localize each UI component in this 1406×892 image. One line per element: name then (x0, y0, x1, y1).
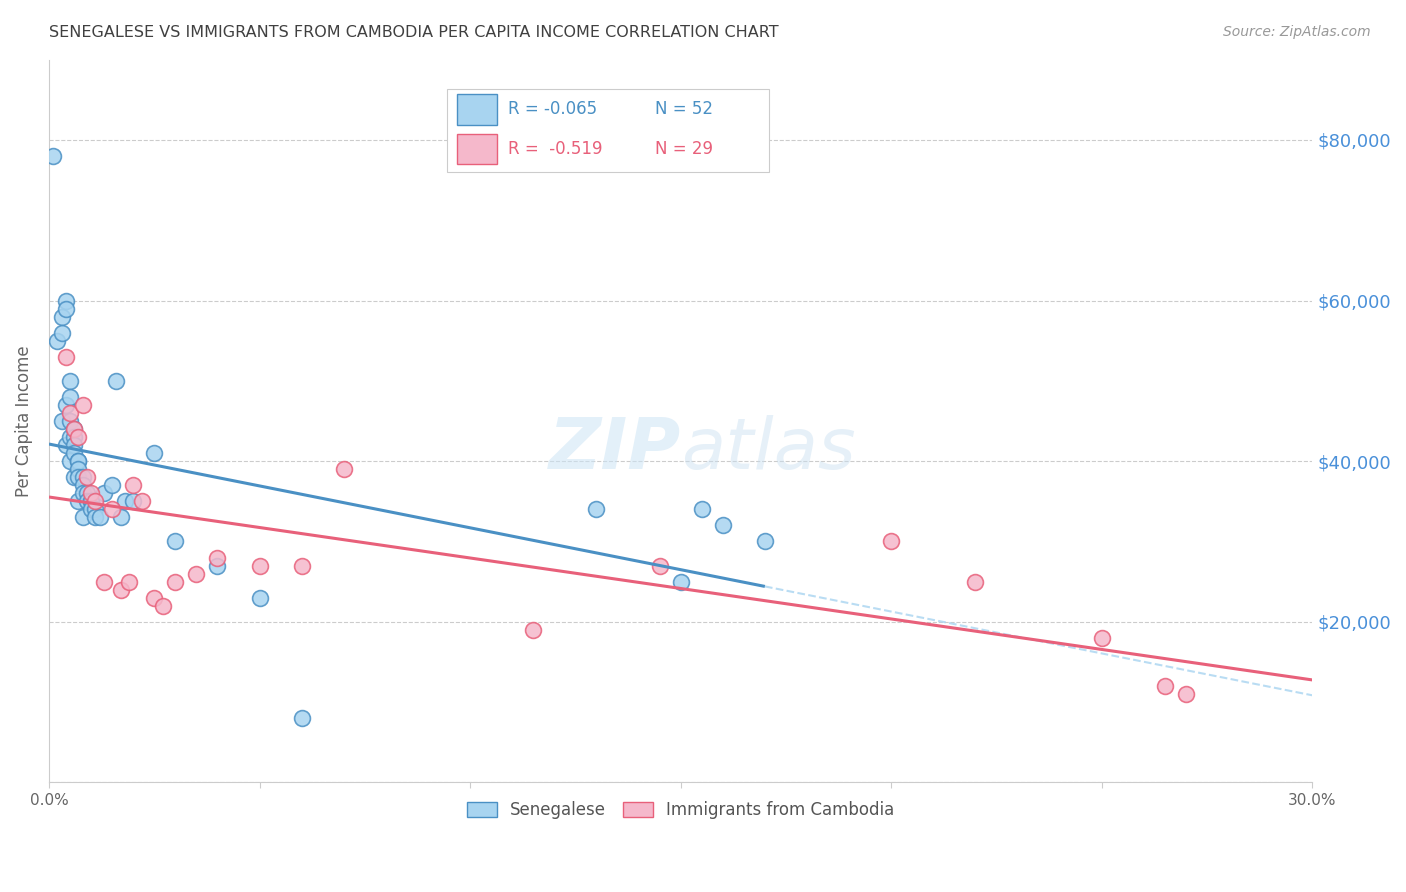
Point (965, 574, 987, 589)
Point (333, 462, 356, 476)
Point (114, 494, 136, 508)
Point (291, 711, 314, 725)
Point (585, 502, 607, 516)
Point (152, 599, 174, 613)
Point (72, 486, 94, 500)
Point (63, 422, 86, 436)
Point (80, 502, 103, 516)
Text: SENEGALESE VS IMMIGRANTS FROM CAMBODIA PER CAPITA INCOME CORRELATION CHART: SENEGALESE VS IMMIGRANTS FROM CAMBODIA P… (49, 25, 779, 40)
Point (72, 510, 94, 524)
Point (207, 550, 229, 565)
Text: R = -0.065: R = -0.065 (508, 101, 596, 119)
Point (249, 558, 271, 573)
Point (72, 470, 94, 484)
Point (93, 574, 115, 589)
Point (131, 494, 153, 508)
Point (67, 494, 90, 508)
Point (84, 494, 107, 508)
Point (80, 486, 103, 500)
Point (46, 334, 69, 348)
Point (711, 518, 734, 533)
Point (754, 534, 776, 549)
Point (291, 558, 314, 573)
Bar (457, 95, 498, 125)
Point (72, 478, 94, 492)
Point (207, 558, 229, 573)
Point (80, 494, 103, 508)
Point (67, 454, 90, 468)
Point (249, 591, 271, 605)
FancyBboxPatch shape (447, 88, 769, 171)
Point (59, 374, 82, 388)
Point (690, 502, 713, 516)
Point (880, 534, 903, 549)
Bar (457, 134, 498, 164)
Legend: Senegalese, Immigrants from Cambodia: Senegalese, Immigrants from Cambodia (460, 795, 901, 826)
Point (84, 510, 107, 524)
Point (72, 398, 94, 412)
Text: N = 52: N = 52 (655, 101, 713, 119)
Point (55, 293, 77, 308)
Text: N = 29: N = 29 (655, 140, 713, 158)
Text: ZIP: ZIP (548, 416, 681, 484)
Point (669, 574, 692, 589)
Y-axis label: Per Capita Income: Per Capita Income (15, 345, 32, 497)
Point (63, 438, 86, 452)
Point (76, 470, 98, 484)
Point (648, 558, 671, 573)
Point (59, 406, 82, 420)
Point (67, 470, 90, 484)
Point (42, 149, 65, 163)
Point (143, 591, 166, 605)
Text: R =  -0.519: R = -0.519 (508, 140, 602, 158)
Point (63, 446, 86, 460)
Point (522, 623, 544, 637)
Point (186, 566, 208, 581)
Point (67, 462, 90, 476)
Point (59, 390, 82, 404)
Point (51, 326, 73, 340)
Point (67, 454, 90, 468)
Point (51, 310, 73, 324)
Point (101, 478, 124, 492)
Point (1175, 687, 1198, 701)
Point (118, 574, 141, 589)
Point (84, 502, 107, 516)
Point (105, 374, 128, 388)
Point (1091, 631, 1114, 645)
Point (51, 414, 73, 428)
Point (76, 494, 98, 508)
Point (63, 422, 86, 436)
Point (143, 446, 166, 460)
Point (93, 486, 115, 500)
Point (55, 438, 77, 452)
Point (55, 398, 77, 412)
Point (63, 430, 86, 444)
Text: Source: ZipAtlas.com: Source: ZipAtlas.com (1223, 25, 1371, 39)
Point (1154, 679, 1177, 693)
Point (80, 494, 103, 508)
Point (122, 494, 145, 508)
Text: atlas: atlas (681, 416, 855, 484)
Point (55, 301, 77, 316)
Point (76, 486, 98, 500)
Point (55, 350, 77, 364)
Point (122, 478, 145, 492)
Point (59, 454, 82, 468)
Point (110, 582, 132, 597)
Point (67, 430, 90, 444)
Point (165, 534, 187, 549)
Point (110, 510, 132, 524)
Point (101, 502, 124, 516)
Point (59, 430, 82, 444)
Point (59, 414, 82, 428)
Point (63, 470, 86, 484)
Point (89, 510, 111, 524)
Point (165, 574, 187, 589)
